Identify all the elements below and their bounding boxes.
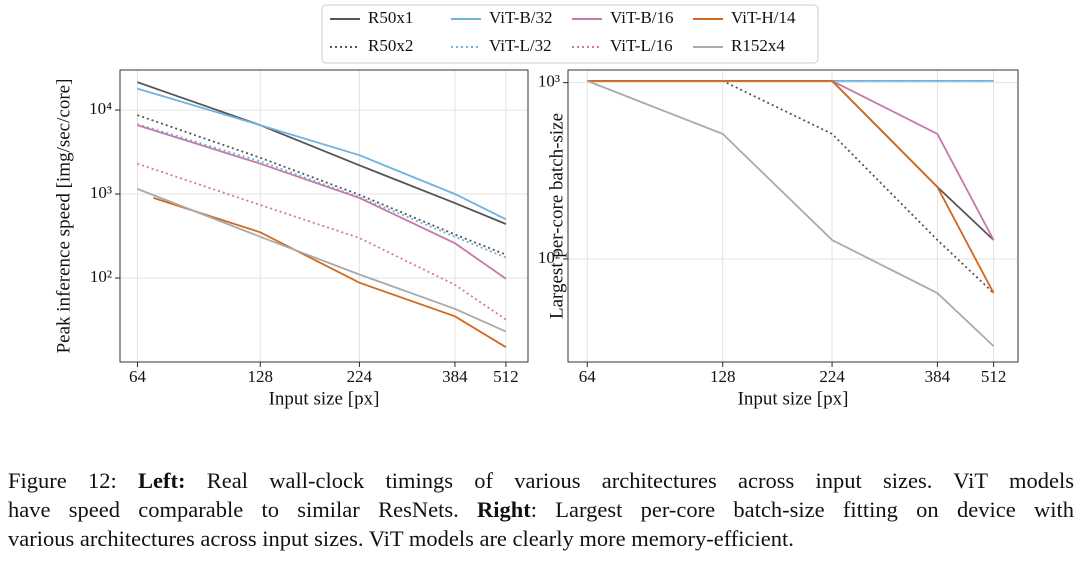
legend-label: R152x4 <box>731 36 785 55</box>
caption-text: Figure 12: <box>8 468 139 493</box>
x-tick-label: 64 <box>579 367 597 386</box>
x-tick-label: 224 <box>347 367 373 386</box>
y-tick-label: 10³ <box>90 183 112 202</box>
x-tick-label: 128 <box>710 367 736 386</box>
figure: 64 128 224 384 512 10² 10³ 10⁴ Input size [px] Pe… <box>53 4 1019 409</box>
series-line <box>137 162 507 321</box>
x-tick-label: 512 <box>981 367 1007 386</box>
y-tick-label: 10² <box>538 248 560 267</box>
plot-frame <box>567 69 1019 363</box>
series-line <box>587 80 995 294</box>
series-line <box>137 114 507 256</box>
caption-text: : Largest per-core batch-size fitting on… <box>530 497 1074 522</box>
x-axis-label: Input size [px] <box>269 388 380 409</box>
legend-label: ViT-L/16 <box>610 36 673 55</box>
series-line <box>137 123 507 259</box>
legend-label: R50x1 <box>368 8 413 27</box>
y-axis-label: Peak inference speed [img/sec/core] <box>53 79 74 354</box>
series-line <box>137 87 507 221</box>
caption-text: have speed comparable to similar ResNets… <box>8 497 477 522</box>
x-tick-label: 384 <box>442 367 468 386</box>
series-line <box>153 197 507 348</box>
legend-label: ViT-B/32 <box>489 8 553 27</box>
series-line <box>137 81 507 225</box>
legend-label: ViT-B/16 <box>610 8 674 27</box>
caption: Figure 12: Left: Real wall-clock timings… <box>8 466 1074 553</box>
y-tick-label: 10³ <box>538 72 560 91</box>
caption-text: Real wall-clock timings of various archi… <box>185 468 1074 493</box>
series-line <box>587 80 995 294</box>
x-axis-label: Input size [px] <box>738 388 849 409</box>
x-tick-label: 512 <box>493 367 519 386</box>
x-tick-label: 224 <box>819 367 845 386</box>
series-line <box>137 188 507 333</box>
y-axis-label: Largest per-core batch-size <box>546 113 567 319</box>
y-tick-label: 10² <box>90 267 112 286</box>
caption-line: various architectures across input sizes… <box>8 524 1074 553</box>
caption-bold: Left: <box>138 468 186 493</box>
caption-bold: Right <box>476 497 531 522</box>
x-tick-label: 64 <box>129 367 147 386</box>
legend-label: ViT-L/32 <box>489 36 552 55</box>
legend-label: R50x2 <box>368 36 413 55</box>
caption-line: Figure 12: Left: Real wall-clock timings… <box>8 466 1074 495</box>
legend-label: ViT-H/14 <box>731 8 796 27</box>
plot-frame <box>119 69 529 363</box>
caption-line: have speed comparable to similar ResNets… <box>8 495 1074 524</box>
caption-text: various architectures across input sizes… <box>8 526 794 551</box>
series-line <box>586 80 995 347</box>
x-tick-label: 128 <box>248 367 274 386</box>
series-line <box>137 124 507 280</box>
x-tick-label: 384 <box>925 367 951 386</box>
y-tick-label: 10⁴ <box>89 99 112 118</box>
